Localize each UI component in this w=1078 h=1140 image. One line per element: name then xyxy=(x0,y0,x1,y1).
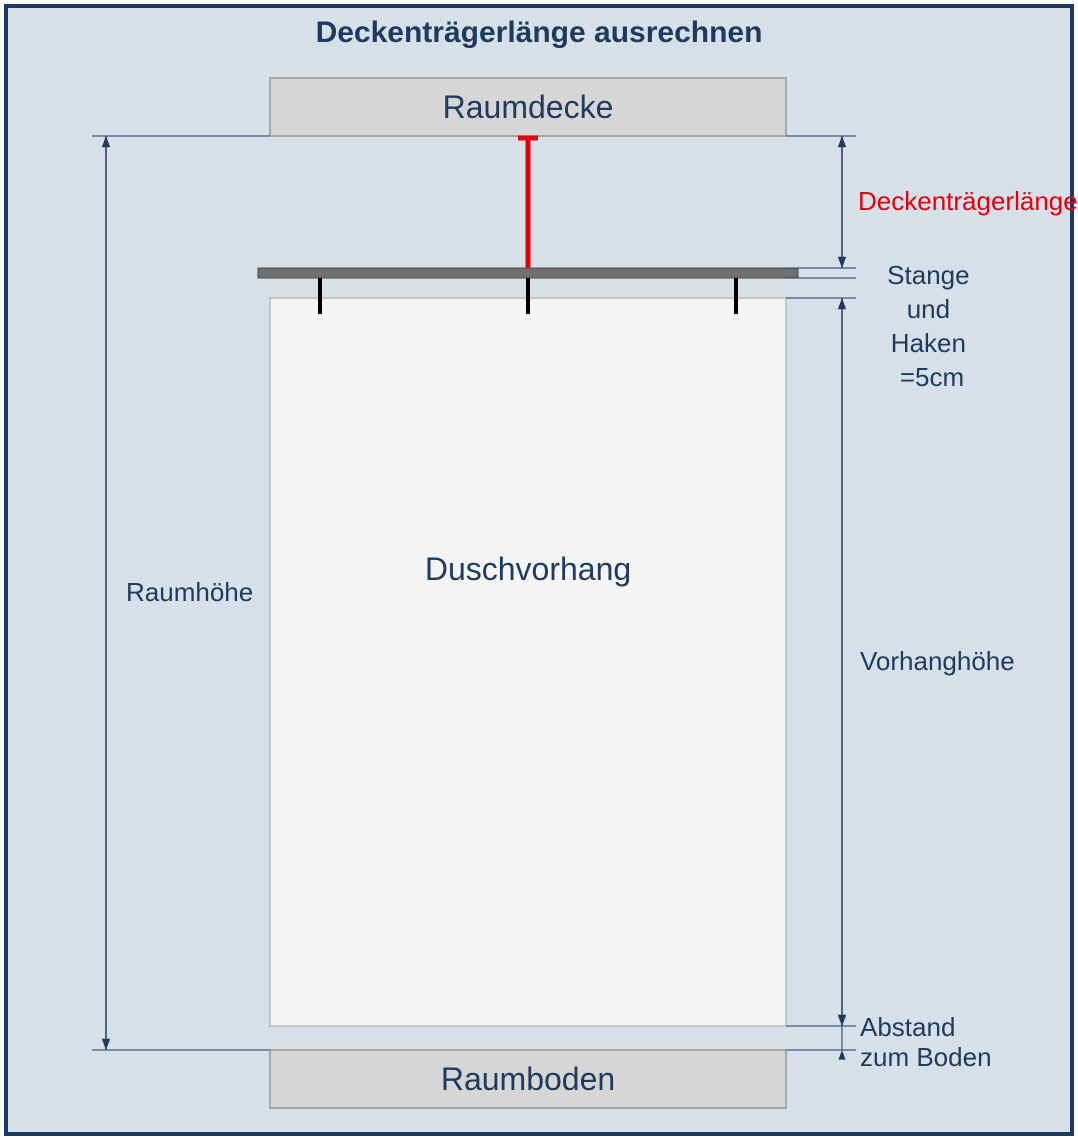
diagram-title: Deckenträgerlänge ausrechnen xyxy=(316,16,763,49)
floor-label: Raumboden xyxy=(441,1061,615,1097)
curtain-box xyxy=(270,298,786,1026)
curtain-rod xyxy=(258,268,798,278)
ceiling-label: Raumdecke xyxy=(443,89,614,125)
room-height-label: Raumhöhe xyxy=(126,577,253,607)
diagram-svg: Deckenträgerlänge ausrechnen Raumdecke R… xyxy=(0,0,1078,1140)
support-length-label: Deckenträgerlänge xyxy=(858,186,1078,216)
curtain-height-label: Vorhanghöhe xyxy=(860,646,1015,676)
curtain-label: Duschvorhang xyxy=(425,551,631,587)
